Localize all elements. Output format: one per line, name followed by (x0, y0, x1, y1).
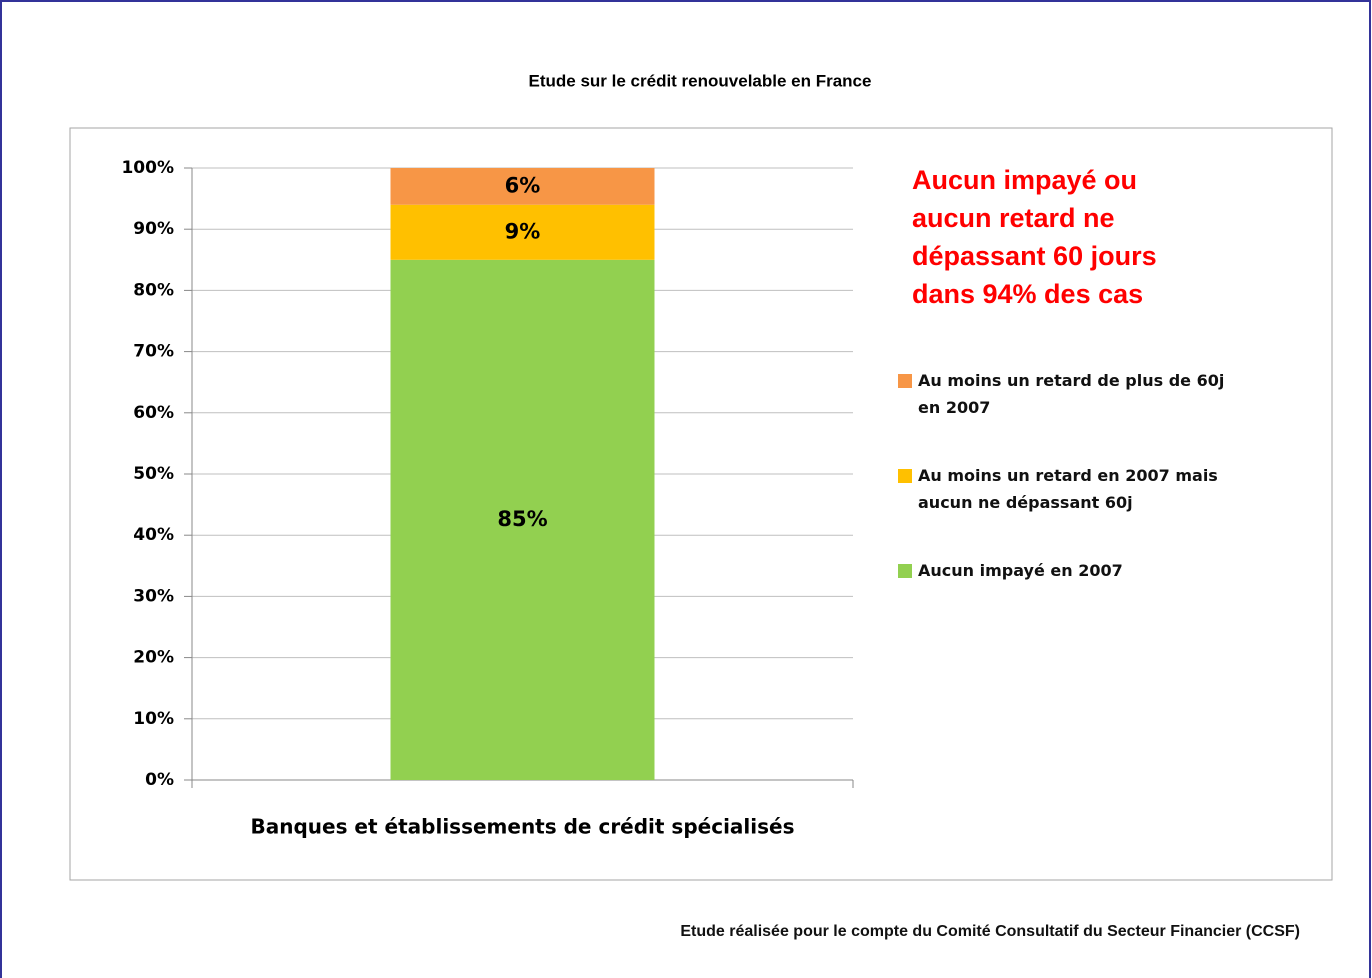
y-tick-label: 40% (133, 525, 174, 545)
y-tick-label: 60% (133, 403, 174, 423)
data-label: 6% (505, 173, 541, 197)
legend-swatch (898, 564, 912, 578)
y-tick-label: 80% (133, 280, 174, 300)
y-tick-label: 30% (133, 586, 174, 606)
legend-label: Aucun impayé en 2007 (918, 561, 1123, 580)
bar-segment (390, 204, 655, 260)
chart-frame (69, 127, 1333, 881)
annotation: Aucun impayé ou (912, 165, 1137, 195)
legend-swatch (898, 374, 912, 388)
chart-title: Etude sur le crédit renouvelable en Fran… (529, 71, 872, 90)
annotation: dépassant 60 jours (912, 241, 1157, 271)
legend-label: Au moins un retard en 2007 mais aucun ne… (918, 466, 1218, 512)
y-tick-label: 10% (133, 709, 174, 729)
data-label: 9% (505, 219, 541, 243)
legend-swatch (898, 469, 912, 483)
y-tick-label: 90% (133, 219, 174, 239)
x-tick-label: Banques et établissements de crédit spéc… (250, 815, 794, 839)
bar-segment (390, 259, 655, 780)
y-tick-label: 20% (133, 648, 174, 668)
footer: Etude réalisée pour le compte du Comité … (680, 923, 1300, 940)
y-tick-label: 70% (133, 342, 174, 362)
legend-label: Au moins un retard de plus de 60j en 200… (918, 371, 1225, 417)
y-tick-label: 100% (121, 158, 174, 178)
y-tick-label: 0% (145, 770, 174, 790)
bar-segment (390, 168, 655, 205)
annotation: dans 94% des cas (912, 279, 1143, 309)
y-tick-label: 50% (133, 464, 174, 484)
data-label: 85% (497, 507, 547, 531)
annotation: aucun retard ne (912, 203, 1115, 233)
